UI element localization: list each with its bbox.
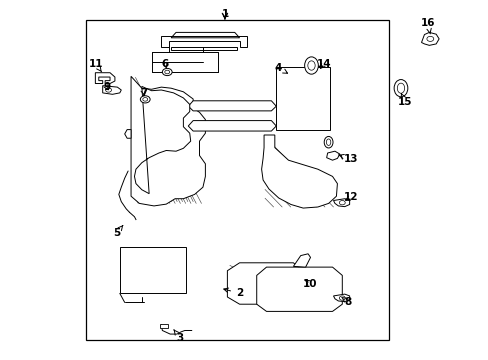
- Text: 14: 14: [316, 59, 331, 69]
- Bar: [276, 67, 329, 130]
- Polygon shape: [227, 263, 305, 304]
- Text: 12: 12: [343, 192, 358, 202]
- Text: 3: 3: [174, 330, 183, 343]
- Bar: [160, 324, 167, 328]
- Text: 13: 13: [338, 154, 358, 164]
- Polygon shape: [188, 121, 276, 131]
- Bar: [85, 20, 388, 340]
- Bar: [120, 247, 185, 293]
- Polygon shape: [188, 101, 276, 111]
- Polygon shape: [333, 294, 349, 302]
- Text: 6: 6: [162, 59, 168, 69]
- Ellipse shape: [393, 80, 407, 97]
- Text: 8: 8: [341, 297, 351, 307]
- Text: 9: 9: [103, 82, 110, 92]
- Polygon shape: [261, 135, 337, 208]
- Polygon shape: [134, 86, 190, 194]
- Polygon shape: [124, 130, 131, 138]
- Polygon shape: [326, 151, 339, 160]
- Polygon shape: [95, 73, 115, 84]
- Polygon shape: [421, 32, 438, 45]
- Ellipse shape: [304, 57, 318, 74]
- Polygon shape: [256, 267, 342, 311]
- Text: 5: 5: [113, 225, 122, 238]
- Polygon shape: [131, 76, 205, 206]
- Text: 4: 4: [273, 63, 287, 73]
- Circle shape: [140, 96, 150, 103]
- Polygon shape: [102, 86, 121, 94]
- Circle shape: [162, 68, 172, 76]
- Text: 10: 10: [303, 279, 317, 289]
- Text: 11: 11: [88, 59, 103, 72]
- Polygon shape: [293, 254, 310, 267]
- Text: 1: 1: [221, 9, 228, 19]
- Text: 16: 16: [420, 18, 434, 34]
- Text: 7: 7: [140, 88, 147, 98]
- Polygon shape: [333, 199, 349, 207]
- Text: 15: 15: [397, 94, 411, 107]
- Ellipse shape: [324, 136, 332, 148]
- Text: 2: 2: [224, 288, 243, 298]
